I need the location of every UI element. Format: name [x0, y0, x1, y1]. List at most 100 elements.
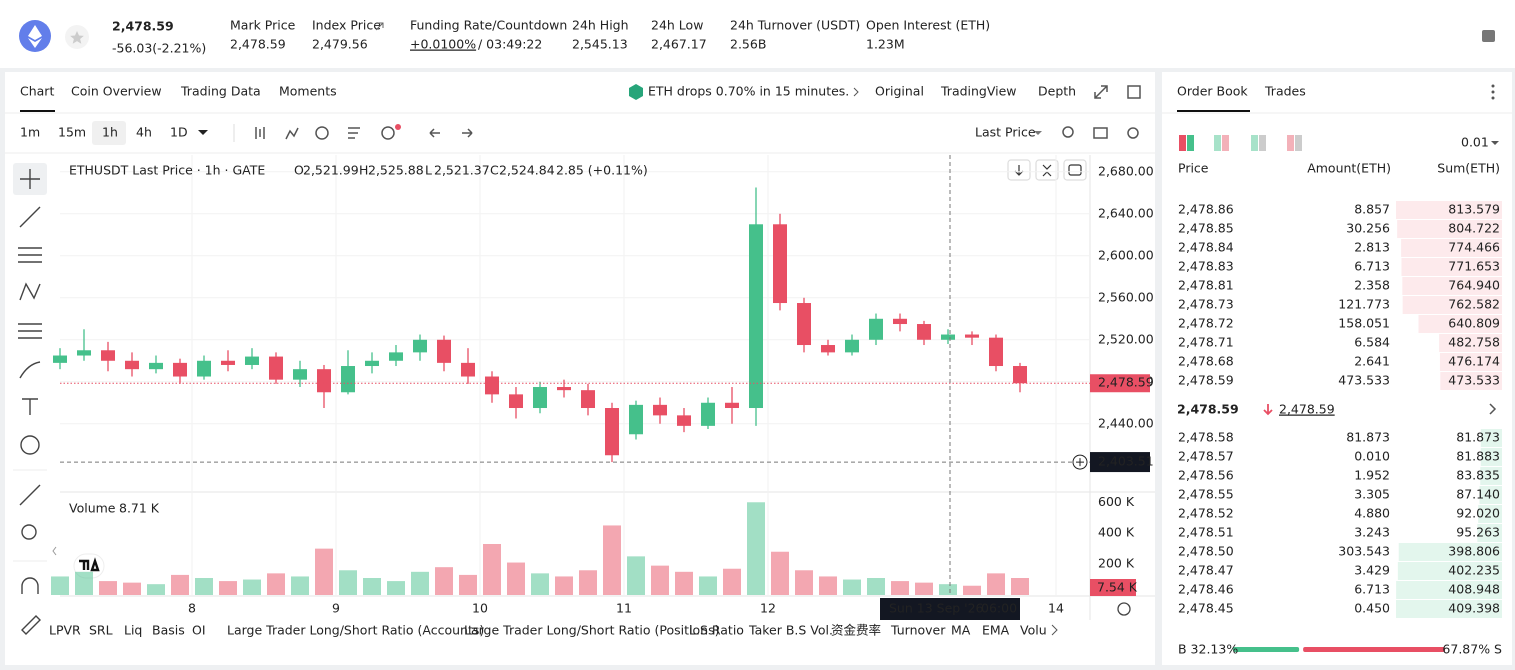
chart-button[interactable]	[1063, 159, 1087, 181]
depth-bar	[1480, 429, 1502, 447]
interval: 1h	[102, 125, 118, 140]
channel-tool[interactable]	[18, 247, 42, 263]
volume-bar	[51, 576, 69, 595]
zoom-tool[interactable]	[21, 524, 37, 540]
sell-ratio-bar	[1303, 647, 1445, 652]
ob-col: Sum(ETH)	[1437, 161, 1500, 176]
candle-icon[interactable]	[255, 127, 265, 139]
layout-icon	[1295, 135, 1302, 151]
magnet-tool[interactable]	[21, 577, 39, 594]
depth-bar	[1478, 505, 1502, 523]
text-tool[interactable]	[22, 398, 38, 415]
x-tick-label: 11	[616, 601, 632, 616]
down-arrow	[1263, 404, 1273, 416]
y-tick-label: 2,520.00	[1098, 331, 1154, 346]
pattern-tool[interactable]	[19, 282, 41, 301]
header-icon[interactable]	[1482, 30, 1495, 42]
dropdown-arrow[interactable]	[1034, 131, 1042, 135]
ob-mark-price: 2,478.59	[1279, 402, 1335, 417]
ob-price: 2,478.45	[1178, 601, 1234, 616]
depth-bar	[1477, 524, 1502, 542]
layout-icon[interactable]	[1179, 135, 1186, 151]
ob-sum: 81.883	[1456, 449, 1500, 464]
volume-bar	[531, 573, 549, 595]
y-tick-label: 2,440.00	[1098, 415, 1154, 430]
search-icon[interactable]	[1062, 126, 1074, 138]
axis-settings[interactable]	[1117, 602, 1131, 616]
dropdown-arrow[interactable]	[198, 130, 208, 135]
indicator-tab: Basis	[152, 623, 185, 638]
undo-icon[interactable]	[429, 128, 440, 138]
volume-bar	[411, 571, 429, 595]
ob-sum: 473.533	[1448, 373, 1500, 388]
volume-bar	[483, 544, 501, 595]
layout-icon[interactable]	[1251, 135, 1258, 151]
ob-amount: 0.450	[1354, 601, 1390, 616]
stat-label: Funding Rate/Countdown	[410, 18, 567, 33]
indicator-icon[interactable]	[285, 127, 299, 140]
volume-bar	[891, 581, 909, 595]
stat-value: 2,478.59	[230, 37, 286, 52]
ob-col: Price	[1178, 161, 1209, 176]
drawing-tools	[18, 169, 42, 635]
add-icon[interactable]	[381, 126, 395, 140]
menu-dot[interactable]	[1491, 84, 1495, 88]
ob-sum: 83.835	[1456, 468, 1500, 483]
ob-sum: 482.758	[1448, 335, 1500, 350]
chart-button[interactable]	[1007, 159, 1031, 181]
fib-tool[interactable]	[18, 323, 42, 339]
x-tick-label: 9	[332, 601, 340, 616]
candle-body	[845, 339, 859, 353]
volume-bar	[507, 562, 525, 595]
volume-bar	[315, 548, 333, 595]
candle-body	[797, 303, 811, 346]
candle-body	[749, 224, 763, 409]
chevron[interactable]	[1051, 624, 1058, 636]
y-tick-label: 2,680.00	[1098, 163, 1154, 178]
emoji-tool[interactable]	[20, 435, 40, 455]
last-price-label: 2,478.59	[1098, 375, 1154, 390]
layout-icon[interactable]	[1287, 135, 1294, 151]
lock-tool[interactable]	[21, 615, 41, 635]
crosshair-tool[interactable]	[20, 169, 40, 189]
candle-body	[629, 404, 643, 435]
settings-icon[interactable]	[1127, 127, 1139, 139]
line-tool[interactable]	[19, 206, 41, 228]
collapse-arrow[interactable]	[52, 546, 57, 556]
volume-tick-label: 400 K	[1098, 525, 1135, 540]
volume-bar	[963, 585, 981, 595]
camera-icon[interactable]	[1093, 127, 1108, 139]
ob-price: 2,478.73	[1178, 297, 1234, 312]
chart-button[interactable]	[1035, 159, 1059, 181]
depth-bar	[1398, 543, 1502, 561]
expand-icon[interactable]	[1094, 85, 1108, 99]
ob-amount: 3.243	[1354, 525, 1390, 540]
template-icon[interactable]	[348, 127, 360, 139]
ob-price: 2,478.72	[1178, 316, 1234, 331]
stat-value: 2,479.56	[312, 37, 368, 52]
ob-amount: 121.773	[1338, 297, 1390, 312]
candle-body	[509, 394, 523, 409]
replay-icon[interactable]	[315, 126, 329, 140]
redo-icon[interactable]	[462, 128, 473, 138]
indicator-tab: 资金费率	[831, 623, 881, 638]
volume-bar	[723, 568, 741, 595]
chevron[interactable]	[1489, 403, 1497, 415]
candle-body	[1013, 366, 1027, 384]
volume-bar	[339, 570, 357, 595]
ob-amount: 1.952	[1354, 468, 1390, 483]
dropdown-arrow[interactable]	[1491, 141, 1499, 145]
crosshair-date: Sun 13 Sep '26	[889, 601, 984, 616]
candle-body	[341, 366, 355, 393]
layout-icon	[1259, 135, 1266, 151]
window-icon[interactable]	[1127, 85, 1141, 99]
ob-amount: 81.873	[1346, 430, 1390, 445]
brush-tool[interactable]	[19, 361, 41, 379]
news-chevron[interactable]	[853, 87, 859, 97]
indicator-tab: LPVR	[49, 623, 81, 638]
ruler-tool[interactable]	[19, 484, 41, 506]
ohlc-change: 2.85 (+0.11%)	[556, 163, 648, 178]
ob-price: 2,478.68	[1178, 354, 1234, 369]
layout-icon[interactable]	[1214, 135, 1221, 151]
